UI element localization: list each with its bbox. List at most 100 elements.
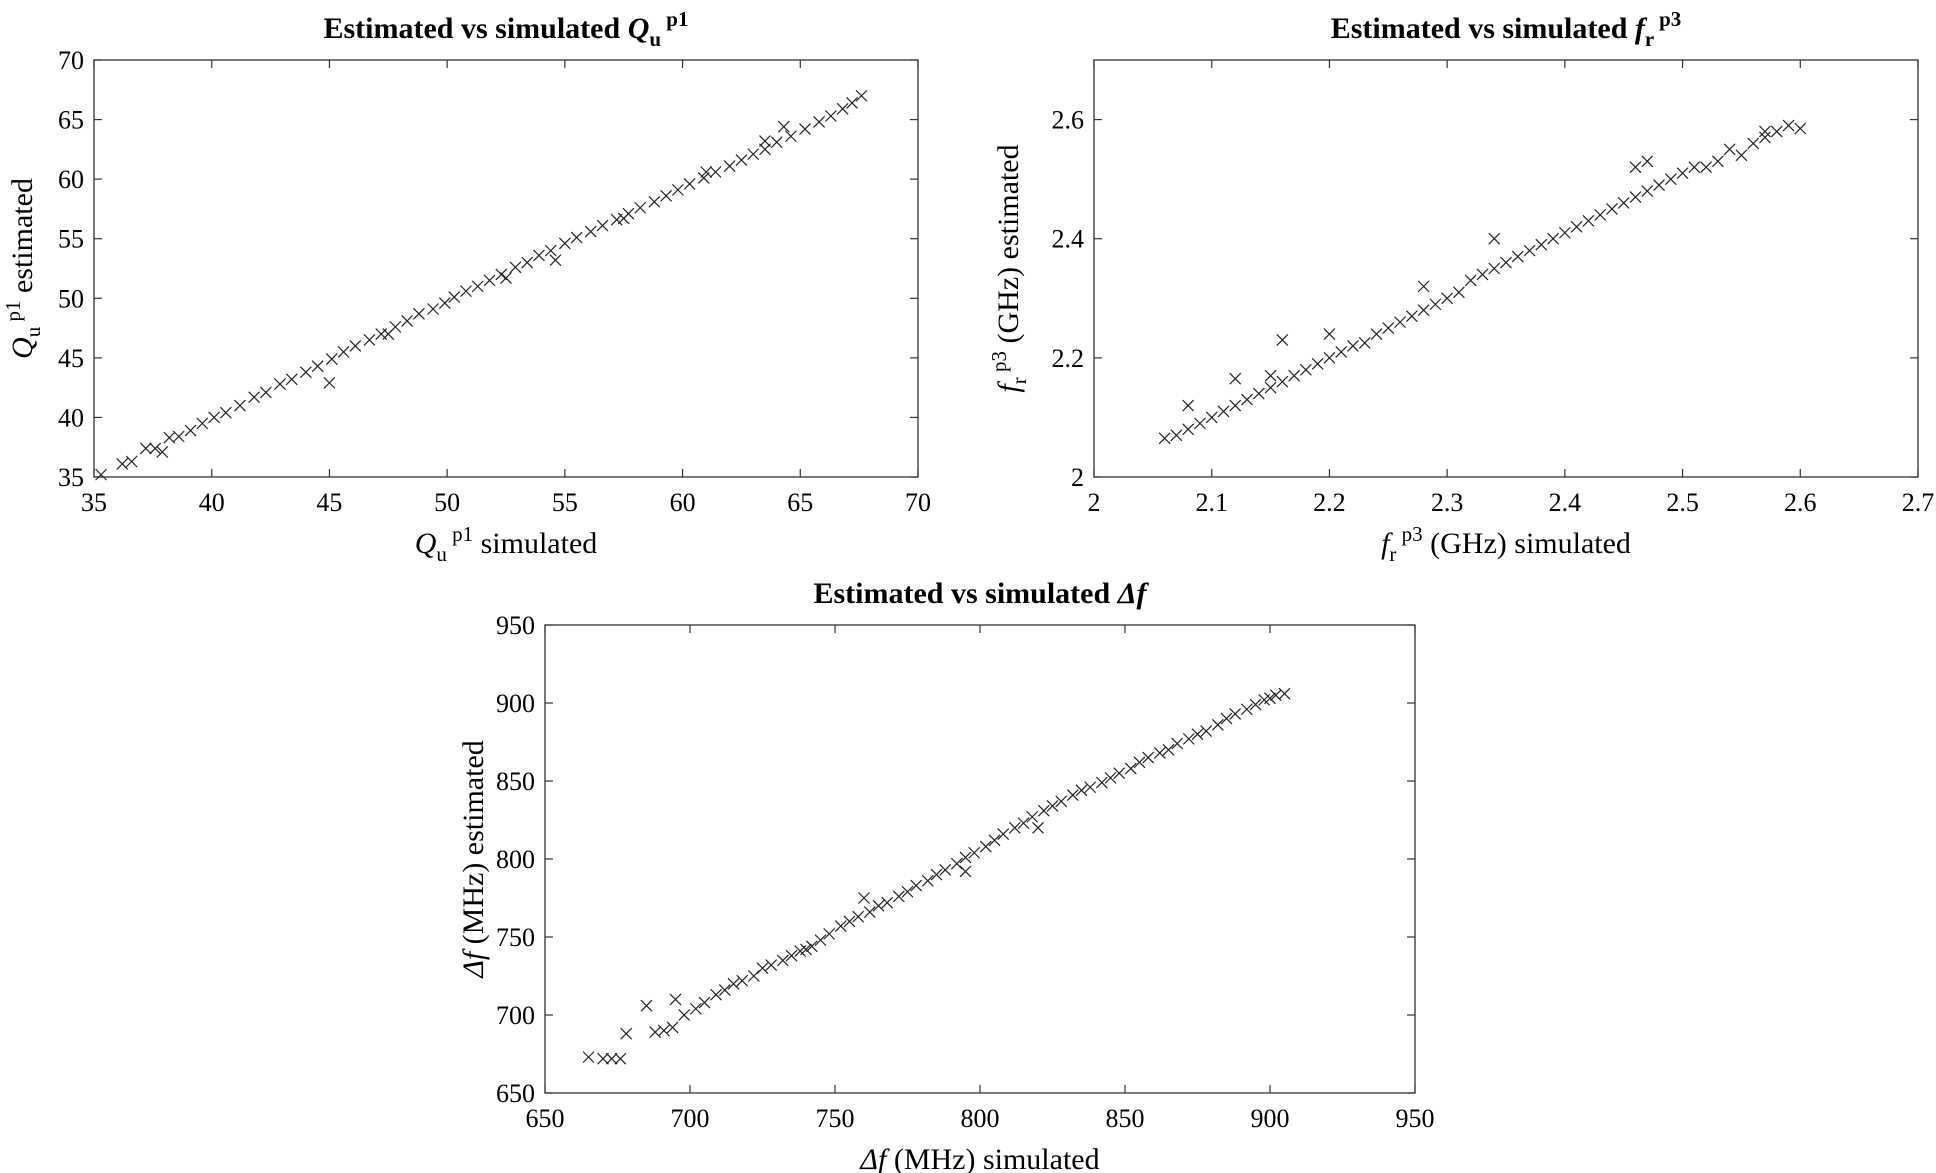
data-point (337, 345, 350, 358)
data-point (735, 154, 748, 167)
data-point (1104, 771, 1117, 784)
data-point (1535, 238, 1548, 251)
data-point (363, 334, 376, 346)
x-tick-label: 45 (316, 488, 342, 517)
data-point (1229, 372, 1242, 385)
data-point (448, 291, 461, 304)
data-point (1276, 334, 1289, 346)
data-point (285, 373, 298, 386)
data-point (1417, 280, 1430, 293)
data-point (1794, 122, 1807, 135)
data-point (1299, 363, 1312, 376)
data-point (784, 130, 797, 143)
data-point (1153, 746, 1166, 759)
data-point (596, 219, 609, 232)
data-point (1170, 429, 1183, 442)
x-tick-label: 55 (552, 488, 578, 517)
data-point (1629, 161, 1642, 174)
data-point (747, 970, 760, 982)
data-point (997, 828, 1010, 840)
y-tick-label: 950 (496, 611, 535, 640)
data-point (1523, 244, 1536, 257)
data-point (1095, 776, 1108, 789)
data-point (648, 195, 661, 208)
data-point (1278, 687, 1291, 700)
data-point (1182, 399, 1195, 412)
panel-2: 2 2.1 2.2 2.3 2.4 2.5 2.6 2.7 2 2.2 2.4 2.6 Estimate… (987, 7, 1934, 566)
data-point (669, 993, 682, 1006)
data-point (1735, 149, 1748, 162)
data-point (689, 1002, 702, 1015)
data-point (901, 885, 914, 898)
data-point (610, 213, 623, 226)
data-point (95, 468, 107, 481)
y-tick-label: 40 (58, 403, 84, 432)
data-point (892, 890, 905, 903)
data-point (1747, 137, 1760, 150)
data-point (558, 237, 571, 250)
data-point (1026, 810, 1039, 823)
y-tick-label: 55 (58, 225, 84, 254)
x-tick-label: 2.7 (1902, 488, 1935, 517)
data-point (836, 102, 849, 115)
data-point (325, 353, 338, 365)
data-point (570, 231, 583, 244)
chart-title: Estimated vs simulated Δf (814, 577, 1150, 610)
data-point (1229, 707, 1242, 720)
data-point (1211, 718, 1224, 731)
data-point (1162, 743, 1175, 756)
data-point (1084, 781, 1097, 794)
data-point (1653, 179, 1665, 192)
data-point (401, 314, 414, 327)
data-point (614, 1052, 627, 1065)
data-point (824, 110, 837, 122)
data-point (582, 1051, 595, 1064)
data-point (483, 274, 496, 287)
data-point (959, 865, 972, 878)
data-point (1370, 328, 1383, 340)
data-point (1723, 143, 1736, 156)
y-tick-label: 2.4 (1052, 225, 1085, 254)
data-point (1688, 161, 1701, 174)
data-point (800, 943, 812, 956)
data-point (163, 431, 176, 444)
data-point (1441, 292, 1454, 305)
data-point (698, 996, 711, 1009)
y-axis-label: fr p3 (GHz) estimated (987, 144, 1031, 392)
data-point (843, 915, 856, 928)
data-point (1264, 369, 1277, 382)
data-point (697, 172, 710, 184)
data-point (1032, 821, 1044, 834)
x-tick-label: 2.6 (1784, 488, 1817, 517)
data-point (1500, 256, 1512, 269)
x-axis-label: Δf (MHz) simulated (859, 1143, 1099, 1173)
data-point (1288, 369, 1301, 382)
data-point (460, 285, 472, 298)
data-point (1770, 125, 1783, 138)
data-point (471, 280, 484, 293)
data-point (1676, 167, 1689, 180)
x-tick-label: 650 (526, 1104, 565, 1133)
data-point (723, 160, 736, 172)
data-point (219, 406, 232, 419)
data-point (1133, 756, 1146, 769)
y-tick-label: 900 (496, 689, 535, 718)
data-point (1008, 821, 1021, 834)
data-point (274, 378, 286, 390)
data-point (666, 1021, 679, 1034)
y-tick-label: 750 (496, 923, 535, 952)
data-point (959, 851, 972, 864)
data-point (881, 896, 894, 909)
data-point (727, 977, 740, 990)
data-point (620, 1027, 633, 1040)
panel-3: 650 700 750 800 850 900 950 650 700 750 800 850 900 9… (457, 577, 1435, 1173)
axes-box (1093, 59, 1919, 478)
data-point (1182, 423, 1195, 436)
data-point (617, 212, 630, 225)
x-tick-label: 900 (1251, 1104, 1290, 1133)
data-point (349, 340, 362, 352)
data-point (1547, 232, 1560, 245)
data-point (1452, 286, 1465, 299)
data-point (759, 135, 771, 147)
x-tick-label: 2.5 (1666, 488, 1699, 517)
